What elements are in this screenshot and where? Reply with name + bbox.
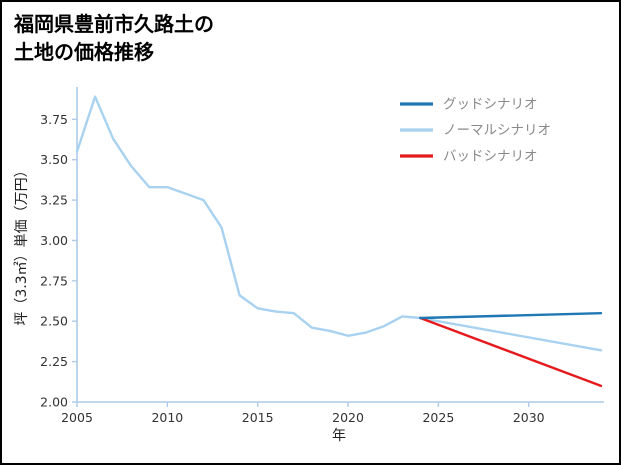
legend-label-good: グッドシナリオ	[443, 97, 538, 113]
x-tick-label: 2015	[242, 410, 274, 425]
chart-title: 福岡県豊前市久路土の 土地の価格推移	[14, 10, 214, 66]
y-tick-label: 3.00	[40, 233, 68, 248]
x-tick-label: 2010	[151, 410, 183, 425]
x-axis-title: 年	[332, 428, 346, 444]
chart-title-line-2: 土地の価格推移	[14, 40, 154, 64]
y-tick-label: 3.50	[40, 152, 68, 167]
y-tick-label: 2.75	[40, 273, 68, 288]
series-line-normal	[75, 95, 603, 352]
series-line-good	[419, 311, 603, 320]
series-line-bad	[419, 316, 603, 388]
y-tick-label: 3.25	[40, 193, 68, 208]
y-tick-label: 2.00	[40, 395, 68, 410]
legend-label-normal: ノーマルシナリオ	[443, 123, 551, 139]
y-tick-label: 3.75	[40, 112, 68, 127]
legend-label-bad: バッドシナリオ	[443, 149, 538, 165]
x-tick-label: 2005	[61, 410, 93, 425]
x-tick-label: 2020	[332, 410, 364, 425]
x-tick-label: 2030	[513, 410, 545, 425]
y-axis-title: 坪（3.3㎡）単価（万円）	[14, 163, 30, 325]
x-tick-label: 2025	[422, 410, 454, 425]
chart-title-line-1: 福岡県豊前市久路土の	[14, 12, 214, 36]
y-tick-label: 2.25	[40, 354, 68, 369]
y-tick-label: 2.50	[40, 314, 68, 329]
